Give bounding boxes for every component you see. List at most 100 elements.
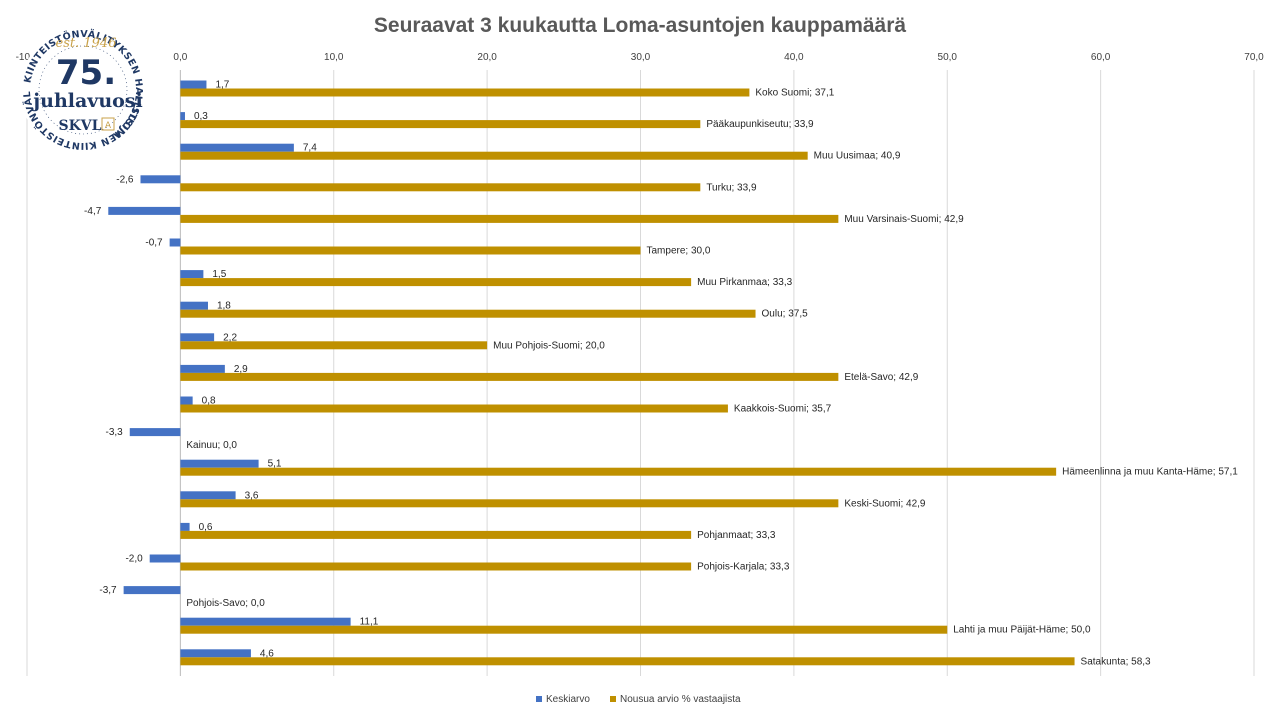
data-label-keskiarvo: 1,7 — [215, 80, 229, 91]
data-label-keskiarvo: 4,6 — [260, 648, 274, 659]
data-label-nousua-arvio: Koko Suomi; 37,1 — [755, 88, 834, 99]
data-label-nousua-arvio: Etelä-Savo; 42,9 — [844, 372, 918, 383]
legend-label-nousua-arvio: Nousua arvio % vastaajista — [620, 694, 741, 705]
data-label-nousua-arvio: Kaakkois-Suomi; 35,7 — [734, 404, 832, 415]
data-label-keskiarvo: 1,5 — [212, 269, 226, 280]
data-label-keskiarvo: -4,7 — [84, 206, 102, 217]
data-label-nousua-arvio: Keski-Suomi; 42,9 — [844, 498, 926, 509]
bar-keskiarvo — [180, 396, 193, 405]
data-labels: 1,7 Koko Suomi; 37,1 0,3 Pääkaupunkiseutu; … — [84, 80, 1238, 668]
bar-keskiarvo — [180, 459, 259, 468]
skvl-75-anniversary-logo: KIINTEISTÖNVÄLITYKSEN HALLITSIJA SUOMEN … — [0, 0, 146, 153]
bar-nousua-arvio — [180, 404, 728, 413]
bar-nousua-arvio — [180, 183, 701, 192]
data-label-nousua-arvio: Hämeenlinna ja muu Kanta-Häme; 57,1 — [1062, 467, 1238, 478]
data-label-keskiarvo: 3,6 — [245, 490, 259, 501]
data-label-keskiarvo: 7,4 — [303, 143, 317, 154]
bar-keskiarvo — [180, 333, 215, 342]
logo-seal-inner-ring — [38, 45, 128, 135]
bar-nousua-arvio — [180, 530, 692, 539]
bar-keskiarvo — [108, 206, 181, 215]
data-label-keskiarvo: 0,8 — [202, 396, 216, 407]
bar-keskiarvo — [180, 522, 190, 531]
data-label-nousua-arvio: Turku; 33,9 — [706, 182, 757, 193]
data-label-keskiarvo: -2,0 — [125, 554, 143, 565]
x-tick-label: 60,0 — [1091, 52, 1111, 63]
bar-keskiarvo — [180, 143, 294, 152]
x-tick-labels: -10,0 0,0 10,0 20,0 30,0 40,0 50,0 60,0 70,0 — [16, 52, 1265, 63]
data-label-nousua-arvio: Tampere; 30,0 — [647, 246, 711, 257]
logo-brand-mark: A — [105, 121, 112, 131]
bar-keskiarvo — [169, 238, 181, 247]
bar-nousua-arvio — [180, 372, 839, 381]
x-tick-label: 70,0 — [1244, 52, 1264, 63]
data-label-nousua-arvio: Muu Varsinais-Suomi; 42,9 — [844, 214, 964, 225]
bar-keskiarvo — [180, 112, 185, 121]
data-label-keskiarvo: 0,3 — [194, 111, 208, 122]
bar-keskiarvo — [129, 428, 181, 437]
bar-keskiarvo — [180, 649, 251, 658]
data-label-nousua-arvio: Pääkaupunkiseutu; 33,9 — [706, 119, 814, 130]
data-label-nousua-arvio: Oulu; 37,5 — [762, 309, 809, 320]
data-label-keskiarvo: 2,9 — [234, 364, 248, 375]
bar-nousua-arvio — [180, 341, 488, 350]
data-label-keskiarvo: 0,6 — [199, 522, 213, 533]
bars — [108, 80, 1075, 666]
data-label-keskiarvo: 11,1 — [360, 617, 379, 628]
bar-keskiarvo — [180, 617, 351, 626]
bar-nousua-arvio — [180, 151, 808, 160]
x-tick-label: 0,0 — [173, 52, 187, 63]
chart-title: Seuraavat 3 kuukautta Loma-asuntojen kau… — [374, 14, 906, 37]
x-tick-label: 20,0 — [477, 52, 497, 63]
bar-keskiarvo — [180, 364, 225, 373]
logo-brand-mark-box — [101, 117, 115, 131]
data-label-keskiarvo: 5,1 — [268, 459, 282, 470]
data-label-nousua-arvio: Muu Pirkanmaa; 33,3 — [697, 277, 792, 288]
bar-nousua-arvio — [180, 499, 839, 508]
bar-nousua-arvio — [180, 214, 839, 223]
bar-nousua-arvio — [180, 657, 1075, 666]
legend-swatch-keskiarvo — [536, 696, 542, 702]
data-label-nousua-arvio: Pohjanmaat; 33,3 — [697, 530, 776, 541]
data-label-keskiarvo: -2,6 — [116, 174, 134, 185]
bar-keskiarvo — [180, 270, 204, 279]
bar-keskiarvo — [180, 80, 207, 89]
data-label-keskiarvo: -3,7 — [99, 585, 117, 596]
bar-nousua-arvio — [180, 278, 692, 287]
bar-nousua-arvio — [180, 246, 641, 255]
data-label-nousua-arvio: Satakunta; 58,3 — [1081, 656, 1151, 667]
bar-nousua-arvio — [180, 467, 1057, 476]
legend: Keskiarvo Nousua arvio % vastaajista — [536, 694, 741, 705]
data-label-keskiarvo: -0,7 — [145, 238, 163, 249]
data-label-nousua-arvio: Muu Uusimaa; 40,9 — [814, 151, 901, 162]
x-tick-label: -10,0 — [16, 52, 39, 63]
data-label-nousua-arvio: Pohjois-Karjala; 33,3 — [697, 562, 790, 573]
data-label-nousua-arvio: Muu Pohjois-Suomi; 20,0 — [493, 340, 605, 351]
bar-nousua-arvio — [180, 625, 948, 634]
bar-nousua-arvio — [180, 88, 750, 97]
logo-word: juhlavuosi — [31, 90, 142, 112]
bar-keskiarvo — [140, 175, 181, 184]
legend-label-keskiarvo: Keskiarvo — [546, 694, 590, 705]
logo-est: est. 1946 — [56, 36, 117, 51]
bar-keskiarvo — [180, 491, 236, 500]
bar-nousua-arvio — [180, 562, 692, 571]
legend-swatch-nousua-arvio — [610, 696, 616, 702]
x-tick-label: 40,0 — [784, 52, 804, 63]
data-label-nousua-arvio: Lahti ja muu Päijät-Häme; 50,0 — [953, 625, 1091, 636]
data-label-nousua-arvio: Pohjois-Savo; 0,0 — [186, 598, 265, 609]
bar-keskiarvo — [180, 301, 208, 310]
data-label-keskiarvo: 2,2 — [223, 332, 237, 343]
x-tick-label: 50,0 — [938, 52, 958, 63]
bar-keskiarvo — [123, 586, 181, 595]
logo-brand: SKVL — [59, 118, 102, 134]
x-tick-label: 30,0 — [631, 52, 651, 63]
bar-nousua-arvio — [180, 120, 701, 129]
bar-nousua-arvio — [180, 309, 756, 318]
data-label-keskiarvo: 1,8 — [217, 301, 231, 312]
data-label-nousua-arvio: Kainuu; 0,0 — [186, 440, 237, 451]
data-label-keskiarvo: -3,3 — [106, 427, 124, 438]
bar-keskiarvo — [149, 554, 181, 563]
